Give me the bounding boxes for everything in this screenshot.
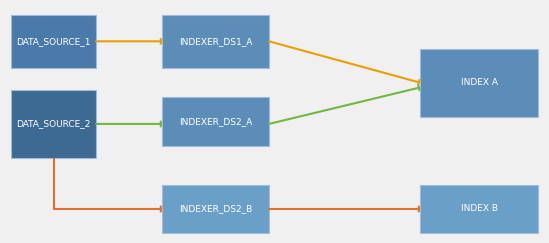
FancyBboxPatch shape [162,15,269,68]
FancyBboxPatch shape [420,49,538,117]
Text: INDEX A: INDEX A [461,78,497,87]
Text: INDEX B: INDEX B [461,204,497,214]
FancyBboxPatch shape [11,15,96,68]
Text: INDEXER_DS2_B: INDEXER_DS2_B [179,204,252,214]
FancyBboxPatch shape [11,90,96,158]
FancyBboxPatch shape [162,185,269,233]
Text: DATA_SOURCE_2: DATA_SOURCE_2 [16,119,91,129]
Text: DATA_SOURCE_1: DATA_SOURCE_1 [16,37,91,46]
Text: INDEXER_DS2_A: INDEXER_DS2_A [179,117,252,126]
FancyBboxPatch shape [420,185,538,233]
FancyBboxPatch shape [162,97,269,146]
Text: INDEXER_DS1_A: INDEXER_DS1_A [179,37,252,46]
